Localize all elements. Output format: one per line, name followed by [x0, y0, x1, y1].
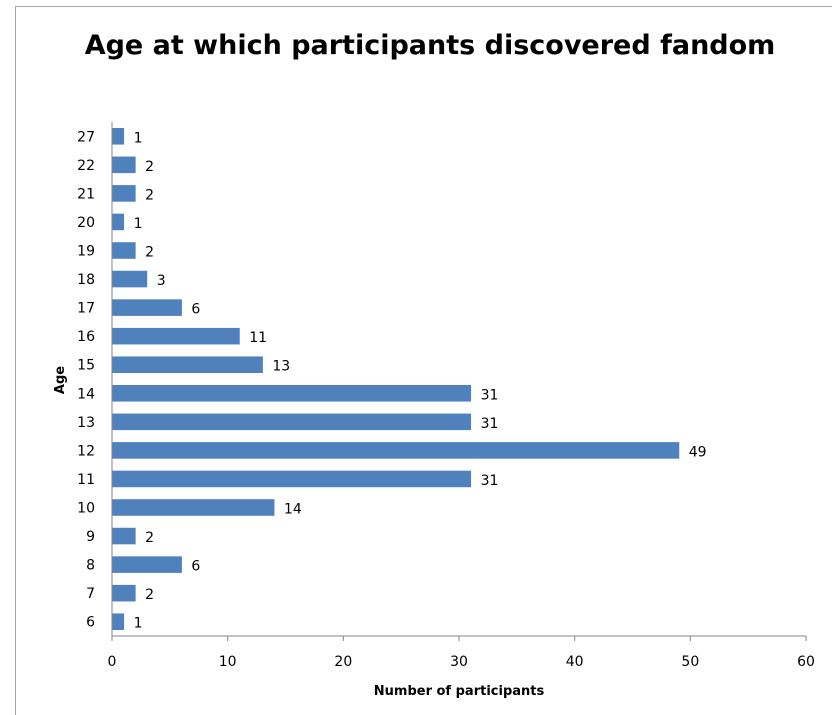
bar-age-18 [112, 270, 148, 288]
y-tick-label: 20 [77, 215, 95, 231]
y-tick-label: 10 [77, 501, 95, 517]
y-tick-label: 22 [77, 158, 95, 174]
y-tick-label: 27 [77, 129, 95, 145]
data-label: 6 [191, 302, 200, 318]
x-tick-label: 40 [566, 654, 584, 670]
y-tick-label: 8 [86, 558, 95, 574]
data-label: 2 [145, 245, 154, 261]
bar-age-27 [112, 128, 125, 145]
y-tick-label: 6 [86, 615, 95, 631]
data-label: 11 [249, 330, 267, 346]
data-label: 2 [145, 159, 154, 175]
bar-age-17 [112, 299, 182, 316]
x-tick-label: 30 [450, 654, 468, 670]
bar-age-12 [112, 442, 680, 459]
y-tick-label: 21 [77, 186, 95, 202]
chart-title: Age at which participants discovered fan… [84, 30, 776, 61]
bar-age-22 [112, 156, 136, 174]
bar-age-9 [112, 527, 136, 545]
bar-age-21 [112, 185, 136, 202]
data-label: 49 [689, 444, 707, 460]
data-label: 14 [284, 502, 302, 518]
bar-age-6 [112, 613, 125, 630]
data-label: 31 [481, 473, 499, 489]
y-tick-label: 11 [77, 472, 95, 488]
x-axis-title: Number of participants [374, 684, 545, 699]
data-label: 2 [145, 587, 154, 603]
data-label: 31 [481, 387, 499, 403]
bar-age-8 [112, 556, 182, 573]
y-tick-label: 16 [77, 329, 95, 345]
data-label: 3 [157, 273, 166, 289]
bar-age-11 [112, 470, 472, 488]
bar-age-7 [112, 584, 136, 602]
data-label: 1 [134, 216, 143, 232]
y-tick-label: 9 [86, 529, 95, 545]
data-label: 2 [145, 530, 154, 546]
bar-age-14 [112, 385, 472, 402]
data-label: 31 [481, 416, 499, 432]
y-tick-label: 18 [77, 272, 95, 288]
y-tick-label: 14 [77, 386, 95, 402]
bar-age-20 [112, 213, 125, 231]
data-label: 1 [134, 616, 143, 632]
data-label: 2 [145, 187, 154, 203]
y-tick-label: 12 [77, 443, 95, 459]
y-tick-label: 15 [77, 358, 95, 374]
y-tick-label: 19 [77, 244, 95, 260]
y-tick-label: 13 [77, 415, 95, 431]
bar-age-19 [112, 242, 136, 259]
bar-age-16 [112, 327, 240, 345]
data-label: 13 [272, 359, 290, 375]
x-tick-label: 0 [108, 654, 117, 670]
y-tick-label: 17 [77, 301, 95, 317]
x-tick-label: 20 [334, 654, 352, 670]
data-label: 6 [191, 559, 200, 575]
data-label: 1 [134, 130, 143, 146]
bar-age-15 [112, 356, 263, 373]
x-tick-label: 50 [681, 654, 699, 670]
bar-age-10 [112, 499, 275, 516]
x-tick-label: 60 [797, 654, 815, 670]
y-tick-label: 7 [86, 586, 95, 602]
x-tick-label: 10 [219, 654, 237, 670]
y-axis-title: Age [53, 366, 68, 394]
bar-age-13 [112, 413, 472, 431]
